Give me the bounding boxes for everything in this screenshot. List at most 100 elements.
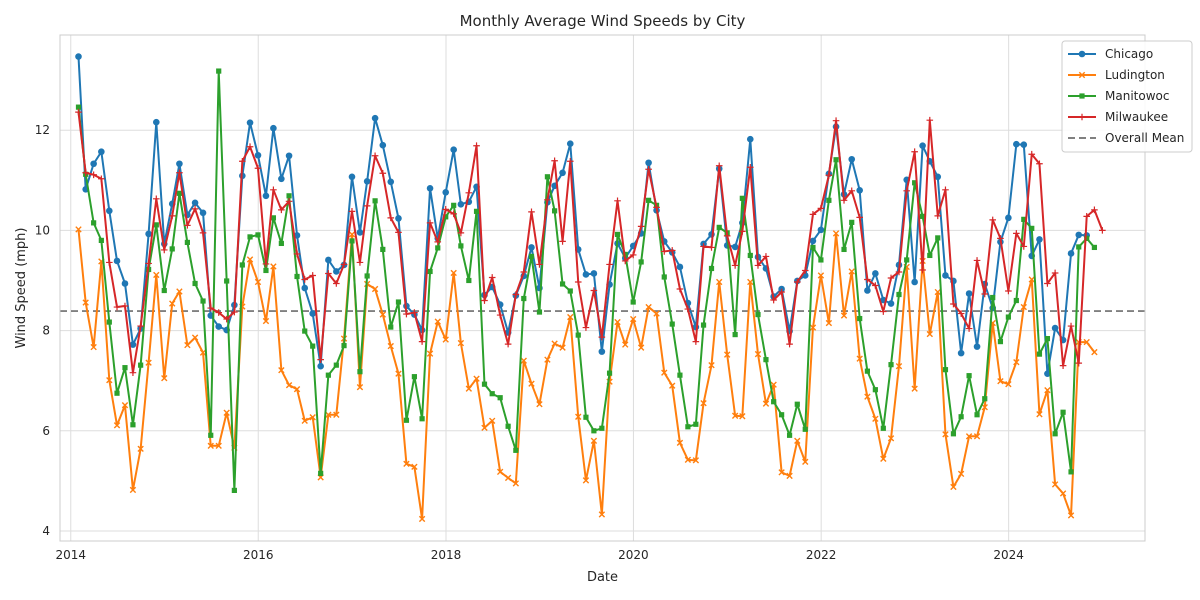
milwaukee-point xyxy=(660,248,668,255)
series-lines xyxy=(75,53,1106,523)
ludington-point xyxy=(254,278,262,286)
manitowoc-point xyxy=(114,390,120,396)
x-tick-label: 2020 xyxy=(618,548,649,562)
manitowoc-point xyxy=(106,319,112,325)
ludington-point xyxy=(575,413,582,420)
ludington-point xyxy=(598,511,606,518)
manitowoc-point xyxy=(677,372,683,378)
ludington-point xyxy=(1078,71,1086,79)
milwaukee-point xyxy=(903,187,910,195)
chicago-point xyxy=(75,53,82,60)
ludington-point xyxy=(223,409,230,416)
milwaukee-point xyxy=(145,260,152,267)
manitowoc-point xyxy=(443,214,449,220)
manitowoc-point xyxy=(1005,314,1011,320)
ludington-point xyxy=(965,433,973,440)
manitowoc-point xyxy=(912,180,918,186)
milwaukee-point xyxy=(574,278,582,286)
y-tick-label: 8 xyxy=(42,324,50,338)
ludington-point xyxy=(840,312,848,319)
milwaukee-point xyxy=(488,274,496,281)
chicago-point xyxy=(1005,214,1012,222)
milwaukee-point xyxy=(450,210,457,218)
milwaukee-point xyxy=(1028,150,1036,158)
ludington-point xyxy=(1083,338,1090,346)
chicago-point xyxy=(371,114,379,122)
manitowoc-point xyxy=(184,239,190,246)
manitowoc-point xyxy=(302,328,308,334)
manitowoc-point xyxy=(645,197,652,203)
manitowoc-point xyxy=(489,391,495,397)
manitowoc-point xyxy=(528,253,535,260)
legend-item: Ludington xyxy=(1068,68,1165,82)
manitowoc-point xyxy=(841,246,847,253)
ludington-point xyxy=(887,435,895,442)
milwaukee-point xyxy=(934,212,942,220)
chicago-point xyxy=(348,173,356,181)
chicago-point xyxy=(582,271,590,278)
manitowoc-point xyxy=(98,237,104,244)
x-tick-label: 2018 xyxy=(431,548,462,562)
milwaukee-point xyxy=(191,205,199,213)
ludington-point xyxy=(926,330,933,338)
ludington-point xyxy=(637,344,645,351)
milwaukee-point xyxy=(700,243,707,250)
chicago-point xyxy=(528,244,535,251)
milwaukee-point xyxy=(676,285,684,293)
manitowoc-point xyxy=(1036,351,1043,357)
milwaukee-point xyxy=(950,300,957,308)
chicago-point xyxy=(809,237,817,245)
chicago-point xyxy=(872,270,879,277)
ludington-point xyxy=(153,271,160,279)
manitowoc-point xyxy=(575,332,581,338)
manitowoc-point xyxy=(864,368,870,374)
chicago-point xyxy=(598,348,606,355)
manitowoc-point xyxy=(833,157,839,163)
x-tick-label: 2022 xyxy=(806,548,837,562)
chicago-point xyxy=(1013,140,1020,148)
milwaukee-point xyxy=(418,338,426,345)
ludington-point xyxy=(82,299,89,306)
chicago-point xyxy=(559,169,566,177)
milwaukee-point xyxy=(544,196,551,204)
ludington-point xyxy=(504,474,512,482)
ludington-point xyxy=(973,433,981,440)
manitowoc-point xyxy=(1021,216,1027,222)
ludington-point xyxy=(1059,490,1067,497)
manitowoc-point xyxy=(732,331,738,338)
ludington-point xyxy=(1028,276,1035,283)
ludington-point xyxy=(207,442,214,450)
milwaukee-point xyxy=(668,247,676,254)
ludington-point xyxy=(676,439,684,447)
legend-item: Chicago xyxy=(1068,47,1153,61)
manitowoc-point xyxy=(216,68,222,74)
milwaukee-point xyxy=(1091,206,1098,214)
milwaukee-point xyxy=(1020,243,1028,250)
milwaukee-point xyxy=(856,214,863,221)
milwaukee-point xyxy=(333,280,340,287)
manitowoc-point xyxy=(982,396,988,402)
milwaukee-point xyxy=(481,297,488,304)
chicago-point xyxy=(215,323,223,330)
chicago-point xyxy=(199,209,207,217)
manitowoc-point xyxy=(1013,297,1019,304)
milwaukee-point xyxy=(809,211,817,218)
milwaukee-point xyxy=(199,229,207,237)
ludington-point xyxy=(950,483,957,491)
manitowoc-point xyxy=(318,470,324,476)
manitowoc-point xyxy=(536,309,543,315)
ludington-point xyxy=(794,437,801,444)
milwaukee-point xyxy=(786,340,793,348)
manitowoc-point xyxy=(153,222,159,228)
chicago-point xyxy=(911,278,918,286)
ludington-point xyxy=(536,401,543,408)
manitowoc-point xyxy=(247,234,253,240)
manitowoc-point xyxy=(935,235,941,241)
chicago-point xyxy=(363,177,371,185)
legend-label: Chicago xyxy=(1105,47,1153,61)
ludington-point xyxy=(512,480,520,487)
milwaukee-point xyxy=(403,310,410,318)
milwaukee-point xyxy=(1075,359,1083,367)
ludington-point xyxy=(786,472,793,480)
series-ludington xyxy=(75,226,1098,523)
